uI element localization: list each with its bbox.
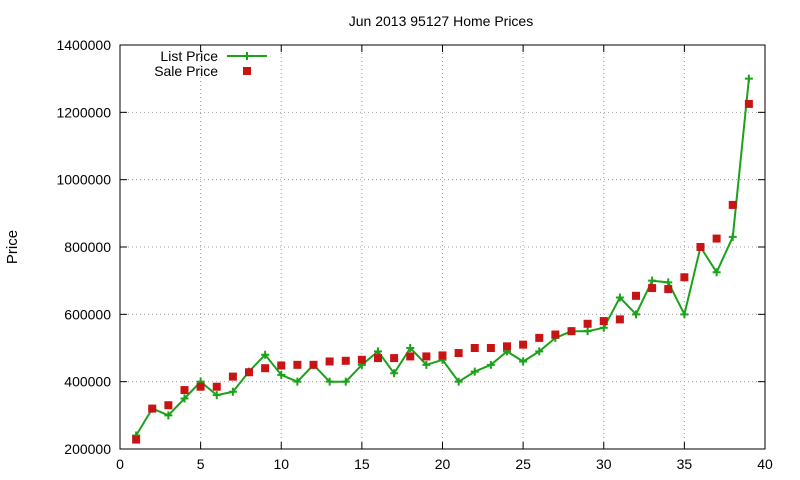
sale-price-point — [196, 382, 205, 391]
sale-price-point — [615, 315, 624, 324]
sale-price-point — [696, 243, 705, 251]
x-tick-label: 0 — [116, 456, 124, 472]
list-price-point — [325, 377, 334, 386]
list-price-point — [341, 377, 350, 386]
list-price-point — [535, 347, 544, 356]
sale-price-point — [680, 273, 689, 282]
x-tick-label: 40 — [757, 456, 773, 472]
sale-price-point — [164, 401, 173, 410]
sale-price-point — [293, 360, 302, 369]
y-tick-label: 800000 — [64, 239, 111, 255]
sale-price-point — [309, 360, 318, 369]
legend: List Price Sale Price — [154, 48, 267, 79]
list-price-point — [180, 394, 189, 403]
list-price-point — [261, 350, 270, 359]
y-tick-label: 400000 — [64, 374, 111, 390]
list-price-point — [712, 268, 721, 277]
list-price-point — [374, 347, 382, 356]
x-tick-label: 15 — [354, 456, 370, 472]
sale-price-point — [212, 382, 221, 391]
y-tick-label: 1200000 — [56, 104, 111, 120]
legend-marker-sale-price — [243, 67, 251, 75]
sale-price-point — [357, 355, 366, 364]
sale-price-point — [648, 284, 657, 293]
x-tick-label: 20 — [435, 456, 451, 472]
list-price-point — [406, 344, 415, 352]
sale-price-point — [728, 200, 737, 209]
x-tick-label: 10 — [273, 456, 289, 472]
y-tick-label: 600000 — [64, 306, 111, 322]
sale-price-point — [148, 404, 157, 413]
sale-price-point — [277, 361, 286, 370]
list-price-point — [228, 387, 237, 396]
x-tick-label: 35 — [677, 456, 693, 472]
sale-price-point — [454, 349, 463, 358]
list-price-point — [519, 357, 528, 366]
sale-price-point — [664, 285, 673, 294]
sale-price-point — [261, 364, 270, 373]
sale-price-point — [228, 372, 237, 381]
list-price-point — [486, 360, 495, 369]
list-price-point — [293, 377, 302, 386]
sale-price-point — [567, 327, 576, 336]
sale-price-point — [245, 368, 253, 377]
list-price-point — [583, 327, 592, 336]
list-price-point — [615, 293, 624, 302]
sale-price-point — [132, 435, 141, 444]
sale-price-point — [341, 356, 350, 365]
sale-price-point — [583, 319, 592, 328]
series — [132, 74, 753, 444]
list-price-point — [164, 411, 173, 420]
list-price-point — [648, 276, 657, 285]
y-tick-label: 1400000 — [56, 37, 111, 53]
sale-price-point — [390, 354, 399, 363]
sale-price-point — [406, 352, 415, 361]
sale-price-point — [438, 351, 447, 360]
list-price-point — [680, 310, 689, 319]
sale-price-point — [744, 99, 753, 108]
sale-price-point — [180, 386, 189, 395]
list-price-point — [664, 278, 673, 287]
sale-price-point — [712, 234, 721, 243]
list-price-point — [470, 367, 479, 376]
list-price-point — [212, 391, 221, 400]
axis-ticks: 0 5 10 15 20 25 30 35 40 200000 400000 600000 800000… — [56, 37, 773, 472]
list-price-point — [277, 370, 286, 379]
sale-price-point — [503, 342, 511, 351]
legend-marker-list-price — [243, 52, 251, 60]
sale-price-point — [535, 333, 544, 342]
list-price-point — [632, 310, 640, 319]
list-price-point — [454, 377, 463, 386]
x-tick-label: 5 — [197, 456, 205, 472]
sale-price-point — [422, 352, 431, 361]
sale-price-point — [551, 330, 560, 339]
legend-label-sale-price: Sale Price — [154, 63, 218, 79]
list-price-point — [744, 74, 753, 83]
chart-title: Jun 2013 95127 Home Prices — [349, 13, 533, 29]
list-price-point — [390, 369, 399, 378]
legend-label-list-price: List Price — [160, 48, 218, 64]
y-tick-label: 200000 — [64, 441, 111, 457]
sale-price-point — [519, 340, 528, 349]
list-price-point — [599, 323, 608, 332]
y-tick-label: 1000000 — [56, 172, 111, 188]
sale-price-point — [470, 344, 479, 352]
list-price-point — [422, 360, 431, 369]
sale-price-point — [374, 354, 382, 363]
sale-price-point — [486, 344, 495, 352]
sale-price-point — [325, 357, 334, 366]
x-tick-label: 30 — [596, 456, 612, 472]
x-tick-label: 25 — [515, 456, 531, 472]
sale-price-point — [599, 317, 608, 326]
list-price-point — [728, 232, 737, 241]
y-axis-label: Price — [4, 230, 21, 264]
sale-price-point — [632, 291, 640, 300]
